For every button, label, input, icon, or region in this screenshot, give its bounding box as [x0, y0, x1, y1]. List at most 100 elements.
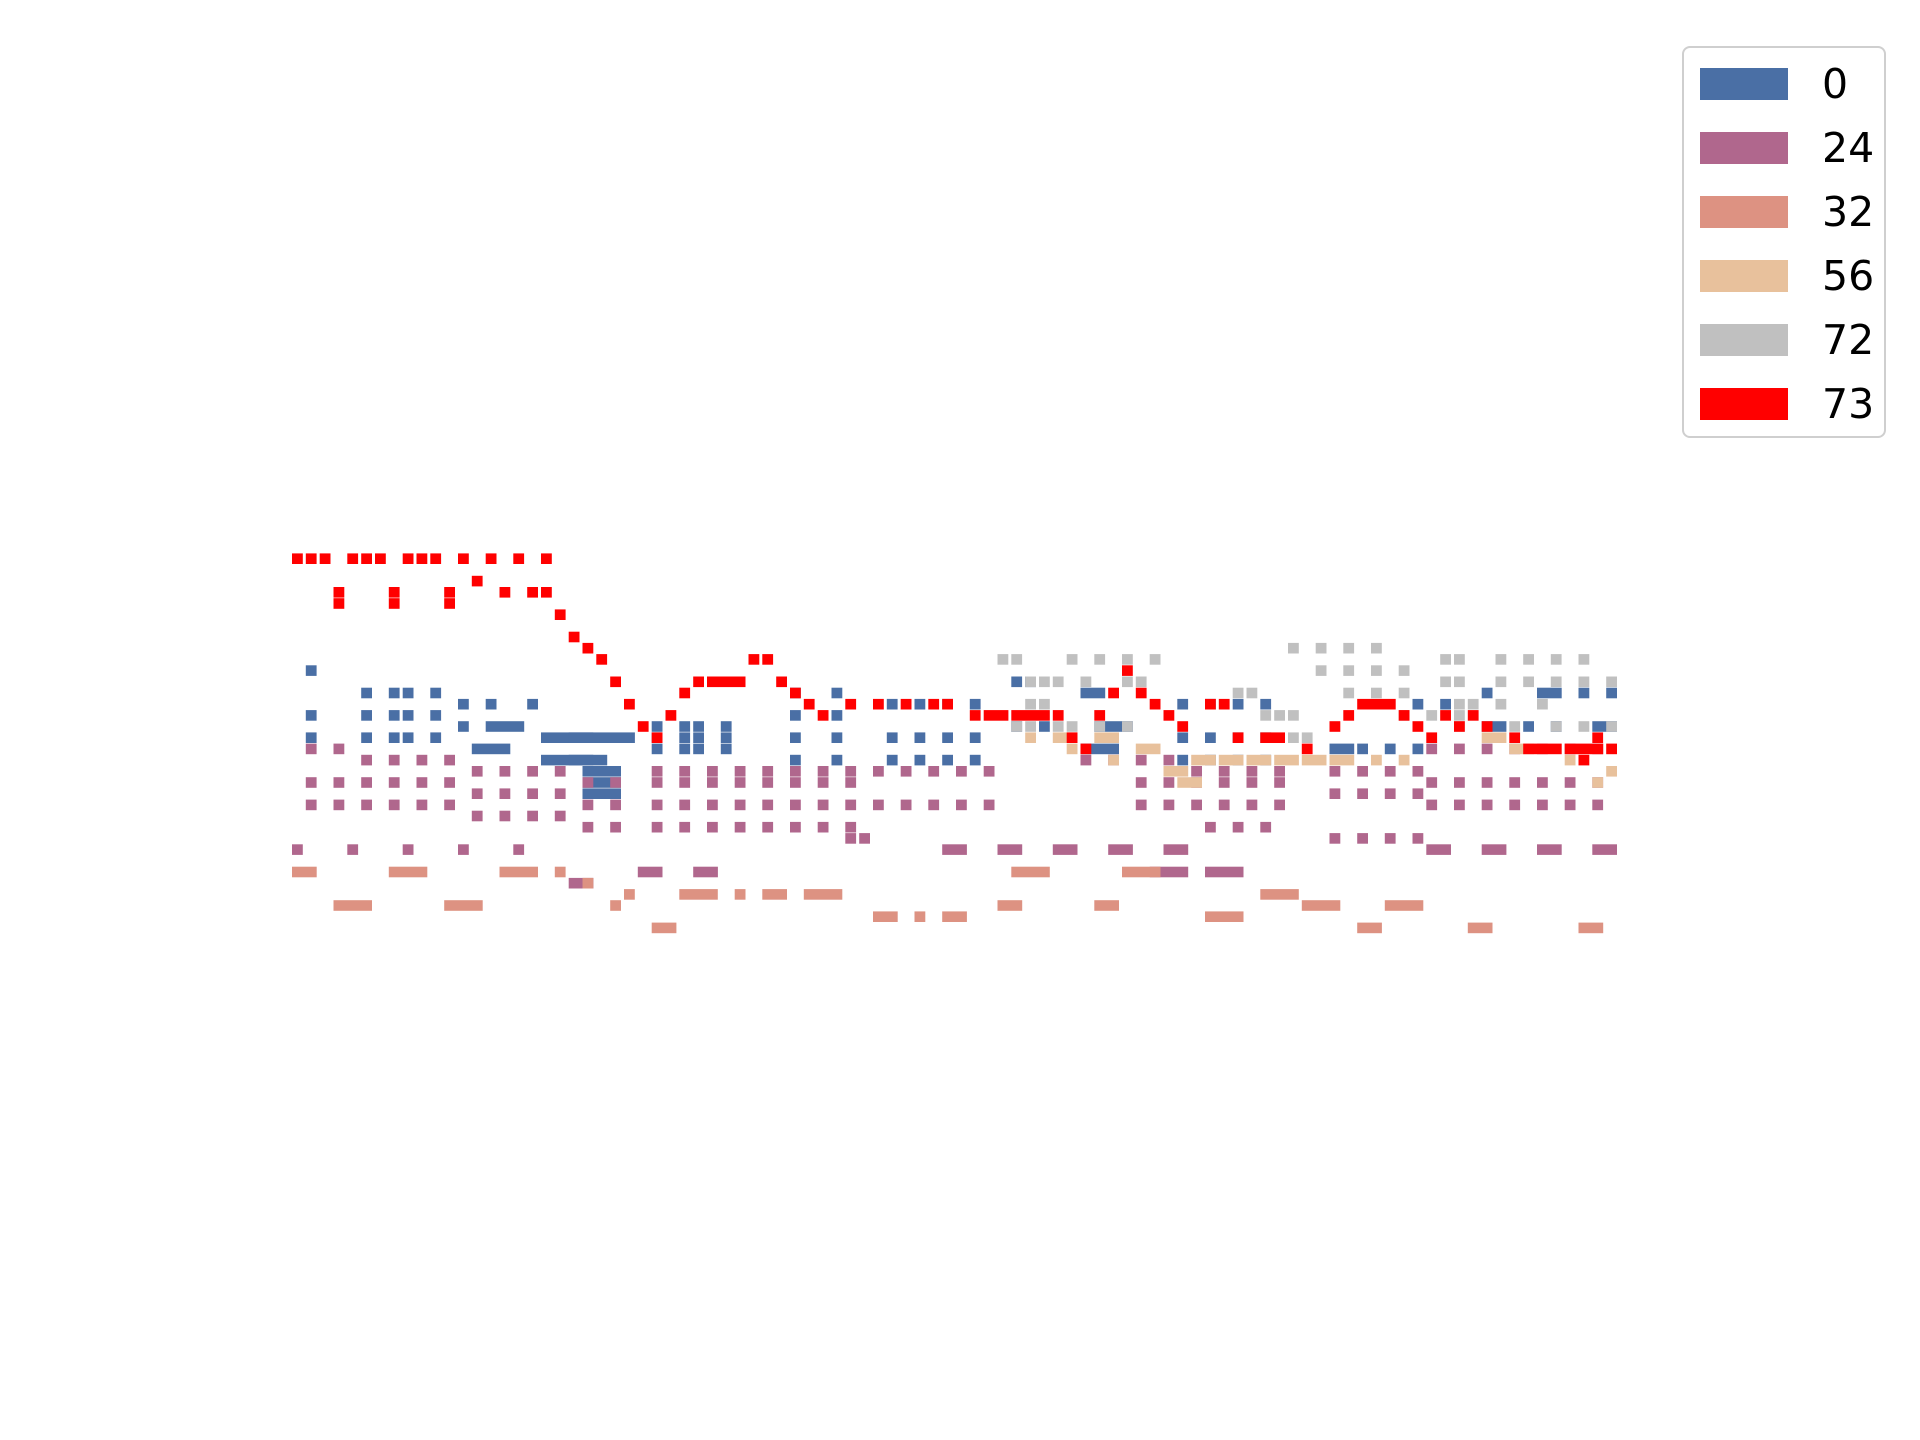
note: [402, 687, 414, 699]
note: [693, 743, 704, 755]
note: [665, 710, 677, 721]
note: [1606, 676, 1617, 688]
note: [499, 810, 511, 822]
note: [679, 732, 691, 743]
note: [402, 553, 414, 564]
note: [361, 710, 372, 721]
note: [942, 698, 953, 710]
note: [1218, 766, 1230, 777]
note: [388, 777, 400, 788]
note: [458, 721, 469, 732]
note: [1592, 777, 1604, 788]
note: [1135, 676, 1147, 688]
note: [679, 889, 718, 900]
legend-item-73: 73: [1700, 380, 1874, 428]
note: [541, 732, 594, 743]
note: [1274, 766, 1285, 777]
note: [679, 687, 691, 699]
note: [388, 710, 400, 721]
note: [1066, 721, 1078, 732]
legend-item-72: 72: [1700, 316, 1874, 364]
note: [1495, 698, 1507, 710]
note: [637, 721, 649, 732]
note: [1163, 777, 1175, 788]
note: [983, 766, 995, 777]
note: [1550, 654, 1562, 665]
note: [416, 754, 428, 766]
note: [1509, 777, 1521, 788]
note: [817, 710, 829, 721]
note: [997, 654, 1009, 665]
note: [845, 799, 857, 811]
note: [527, 788, 538, 799]
note: [582, 777, 621, 788]
note: [762, 654, 774, 665]
note: [292, 553, 303, 564]
note: [914, 732, 926, 743]
note: [1343, 687, 1355, 699]
note: [1288, 732, 1299, 743]
legend-swatch: [1700, 132, 1788, 164]
note: [430, 553, 442, 564]
note: [361, 687, 372, 699]
note: [1509, 799, 1521, 811]
note: [1564, 799, 1576, 811]
note: [1412, 743, 1424, 755]
note: [1564, 754, 1576, 766]
note: [485, 698, 497, 710]
note: [1481, 721, 1493, 732]
note: [361, 553, 372, 564]
note: [969, 698, 981, 710]
note: [485, 553, 497, 564]
note: [1025, 721, 1036, 732]
note: [1301, 732, 1313, 743]
note: [790, 799, 801, 811]
note: [1052, 676, 1064, 688]
note: [388, 732, 400, 743]
note: [969, 732, 981, 743]
note: [1467, 922, 1493, 934]
note: [568, 754, 608, 766]
note: [485, 721, 525, 732]
note: [1191, 754, 1216, 766]
note: [762, 777, 774, 788]
legend-swatch: [1700, 260, 1788, 292]
note: [1094, 732, 1119, 743]
note: [1509, 743, 1534, 755]
note: [582, 642, 594, 654]
note: [831, 710, 843, 721]
note: [1523, 676, 1534, 688]
note: [1246, 687, 1258, 699]
series-73: [292, 553, 1617, 766]
note: [942, 732, 953, 743]
note: [1191, 766, 1202, 777]
note: [1537, 698, 1548, 710]
note: [1246, 754, 1272, 766]
series-24: [292, 743, 1617, 889]
note: [1052, 844, 1078, 855]
legend-label: 73: [1822, 380, 1875, 428]
note: [1080, 743, 1119, 755]
note: [292, 866, 317, 878]
series-32: [292, 866, 1604, 934]
note: [790, 732, 801, 743]
note: [873, 799, 884, 811]
note: [1163, 754, 1175, 766]
note: [1357, 743, 1368, 755]
note: [596, 654, 608, 665]
note: [333, 598, 345, 609]
note: [513, 553, 525, 564]
note: [554, 866, 566, 878]
note: [845, 698, 857, 710]
note: [1163, 799, 1175, 811]
note: [969, 710, 981, 721]
note: [1315, 665, 1327, 676]
note: [1260, 732, 1285, 743]
legend-item-0: 0: [1700, 60, 1848, 108]
note: [1232, 732, 1244, 743]
note: [554, 810, 566, 822]
note: [1135, 754, 1147, 766]
note: [430, 687, 442, 699]
note: [1592, 844, 1617, 855]
note: [873, 698, 884, 710]
